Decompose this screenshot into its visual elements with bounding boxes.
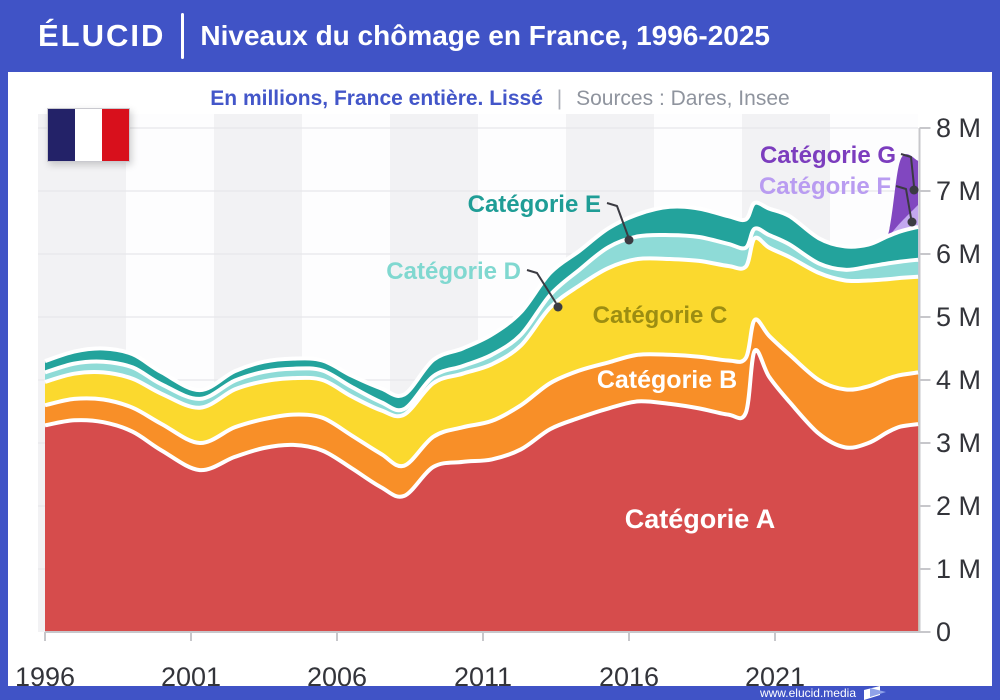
label-cat-gorie-b: Catégorie B (597, 366, 737, 394)
leader-dot-cat-gorie-e (624, 235, 634, 245)
y-tick-label-8: 8 M (936, 113, 981, 143)
leader-dot-cat-gorie-d (553, 302, 563, 312)
separator-3 (44, 226, 919, 413)
flag-stripe-blue (48, 109, 75, 161)
y-tick-label-1: 1 M (936, 554, 981, 584)
area-cat-gorie-a (45, 350, 919, 632)
label-cat-gorie-d: Catégorie D (386, 258, 521, 285)
separator-4 (44, 200, 919, 398)
leader-dot-cat-gorie-f (907, 217, 917, 227)
y-tick-label-6: 6 M (936, 239, 981, 269)
label-cat-gorie-e: Catégorie E (468, 191, 601, 218)
separator-1 (44, 317, 919, 469)
y-tick-label-7: 7 M (936, 176, 981, 206)
leader-cat-gorie-e (606, 202, 629, 237)
leader-cat-gorie-g (900, 153, 915, 187)
label-cat-gorie-c: Catégorie C (593, 302, 728, 329)
flag-stripe-white (75, 109, 102, 161)
flag-stripe-red (102, 109, 129, 161)
elucid-logo: ÉLUCID (38, 18, 166, 53)
leader-dot-cat-gorie-g (909, 185, 919, 195)
leader-cat-gorie-f (895, 185, 912, 219)
subtitle-separator: | (556, 87, 563, 110)
page-title: Niveaux du chômage en France, 1996-2025 (200, 20, 770, 51)
left-border (0, 0, 8, 700)
chart-subtitle: En millions, France entière. Lissé | Sou… (8, 87, 992, 111)
footer-bar: www.elucid.media (0, 686, 1000, 700)
separator-0 (44, 348, 919, 499)
footer-url: www.elucid.media (759, 686, 856, 700)
label-cat-gorie-a: Catégorie A (625, 504, 776, 534)
label-cat-gorie-g: Catégorie G (760, 142, 896, 169)
subtitle-sources: Sources : Dares, Insee (576, 87, 790, 110)
right-border (992, 0, 1000, 700)
france-flag (47, 108, 130, 162)
header-divider (181, 13, 185, 59)
elucid-flag-icon (864, 686, 886, 700)
header-bar: ÉLUCID Niveaux du chômage en France, 199… (0, 0, 1000, 72)
y-tick-label-2: 2 M (936, 491, 981, 521)
separator-2 (44, 235, 919, 419)
leader-cat-gorie-d (526, 269, 557, 304)
subtitle-left: En millions, France entière. Lissé (210, 87, 543, 110)
y-tick-label-3: 3 M (936, 428, 981, 458)
y-tick-label-0: 0 (936, 617, 951, 647)
y-tick-label-4: 4 M (936, 365, 981, 395)
y-tick-label-5: 5 M (936, 302, 981, 332)
label-cat-gorie-f: Catégorie F (759, 173, 891, 200)
